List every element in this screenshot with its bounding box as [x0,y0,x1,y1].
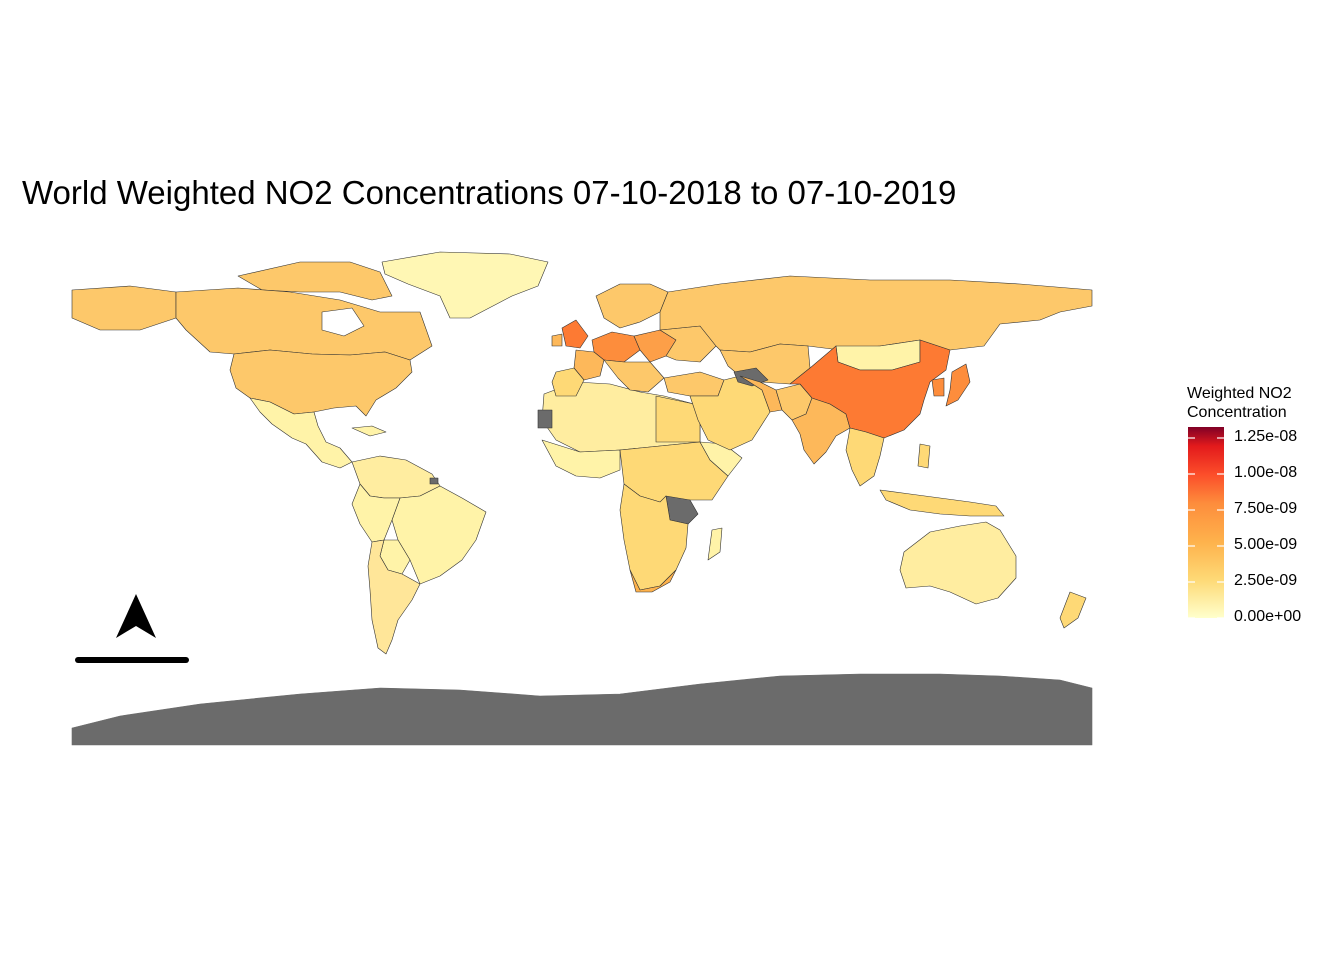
region-australia [899,521,1017,605]
region-uk [561,319,589,349]
legend-label: 1.00e-08 [1234,464,1298,481]
region-peru [351,483,401,543]
legend-label: 0.00e+00 [1234,608,1302,625]
region-philippines [917,443,931,469]
region-guyana-no-data [429,477,439,485]
legend-colorbar [1188,427,1224,619]
region-india [791,397,851,465]
region-western-sahara-no-data [537,409,553,429]
region-argentina-chile [367,539,421,655]
region-italy-balkans [603,359,665,393]
region-new-zealand [1059,591,1087,629]
region-southeast-asia [845,427,885,487]
legend-title-line1: Weighted NO2 [1187,385,1292,402]
region-russia [659,275,1093,353]
region-japan [945,363,971,407]
region-madagascar [707,527,723,561]
legend-label: 2.50e-09 [1234,572,1298,589]
legend-title-line2: Concentration [1187,404,1287,421]
region-west-africa [541,439,621,479]
region-canada [175,287,433,361]
map-title: World Weighted NO2 Concentrations 07-10-… [22,174,957,211]
north-arrow-icon [116,594,156,638]
region-egypt [655,395,701,443]
region-korea [931,377,945,397]
region-ireland [551,333,563,347]
region-china [789,339,951,439]
legend-label: 1.25e-08 [1234,428,1298,445]
region-brazil [391,485,487,585]
region-south-africa [629,569,677,593]
region-iberia [551,367,585,397]
region-scandinavia [595,283,669,329]
legend-title: Weighted NO2 Concentration [1187,384,1292,422]
region-indonesia [879,489,1005,517]
region-southern-africa [619,483,689,591]
legend-label: 5.00e-09 [1234,536,1298,553]
hudson-bay [321,307,365,337]
region-turkey [663,371,725,397]
legend-label: 7.50e-09 [1234,500,1298,517]
region-cuba [351,425,387,437]
region-canada-arctic [237,261,393,301]
region-antarctica [71,673,1093,746]
region-alaska [71,285,177,331]
region-greenland [381,251,549,319]
